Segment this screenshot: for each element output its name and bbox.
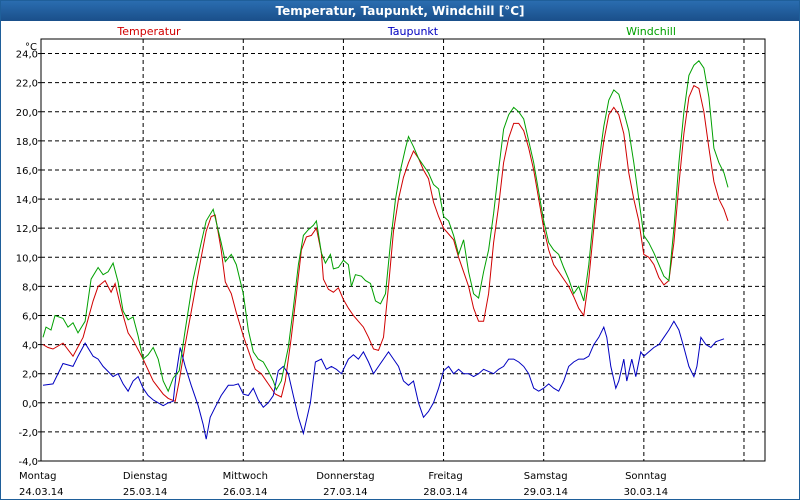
y-tick-label: -2,0 <box>18 428 38 439</box>
x-date-label: 29.03.14 <box>523 487 568 498</box>
y-tick-label: 16,0 <box>16 166 38 177</box>
y-tick-label: 20,0 <box>16 108 38 119</box>
series-line-windchill <box>42 60 729 393</box>
y-tick-label: 14,0 <box>16 195 38 206</box>
x-date-label: 25.03.14 <box>123 487 168 498</box>
x-day-label: Freitag <box>428 471 462 482</box>
x-day-label: Donnerstag <box>316 471 374 482</box>
y-tick-label: 10,0 <box>16 253 38 264</box>
series-line-taupunkt <box>42 320 725 440</box>
y-tick-label: 6,0 <box>22 311 38 322</box>
y-tick-label: 2,0 <box>22 370 38 381</box>
y-tick-label: 8,0 <box>22 282 38 293</box>
y-tick-label: 18,0 <box>16 137 38 148</box>
x-date-label: 30.03.14 <box>624 487 669 498</box>
legend-taupunkt: Taupunkt <box>387 25 439 38</box>
x-day-label: Montag <box>19 471 56 482</box>
y-tick-label: 0,0 <box>22 399 38 410</box>
x-day-label: Samstag <box>524 471 568 482</box>
x-date-label: 28.03.14 <box>423 487 468 498</box>
legend-temperatur: Temperatur <box>116 25 181 38</box>
x-day-label: Dienstag <box>123 471 168 482</box>
x-date-label: 26.03.14 <box>223 487 268 498</box>
x-day-label: Sonntag <box>625 471 667 482</box>
x-day-label: Mittwoch <box>223 471 268 482</box>
plot-area <box>40 38 766 462</box>
legend-windchill: Windchill <box>626 25 676 38</box>
y-unit-label: °C <box>25 42 37 53</box>
y-tick-label: 24,0 <box>16 50 38 61</box>
y-tick-label: 22,0 <box>16 79 38 90</box>
x-date-label: 24.03.14 <box>19 487 64 498</box>
series-line-temperatur <box>42 84 729 402</box>
y-tick-label: -4,0 <box>18 457 38 468</box>
y-tick-label: 12,0 <box>16 224 38 235</box>
y-tick-label: 4,0 <box>22 341 38 352</box>
x-date-label: 27.03.14 <box>323 487 368 498</box>
chart-title: Temperatur, Taupunkt, Windchill [°C] <box>1 1 799 21</box>
